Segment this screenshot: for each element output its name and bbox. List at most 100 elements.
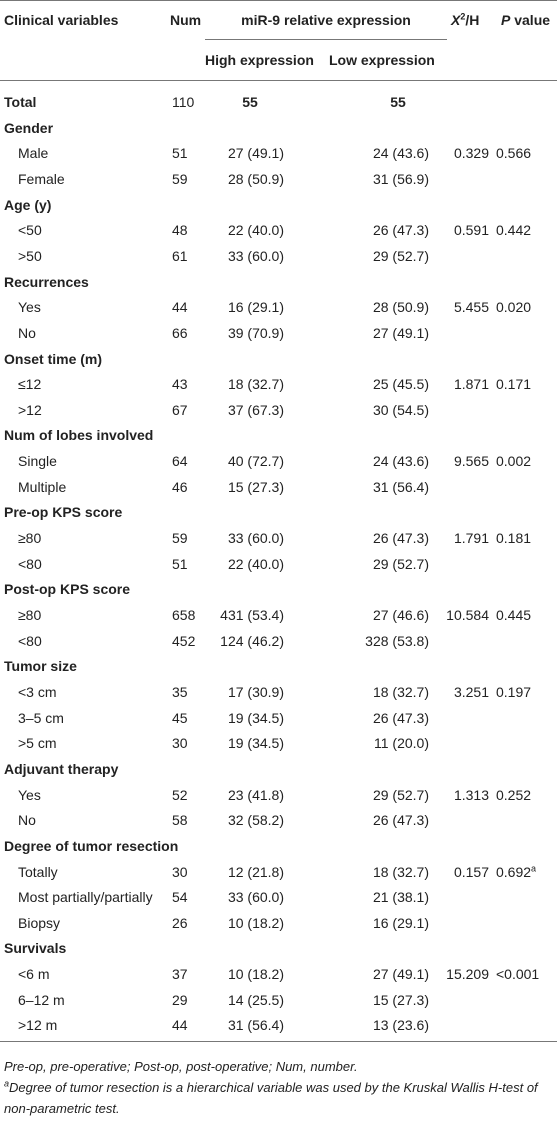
chi-cell: 1.313	[453, 786, 489, 803]
header-cell: X2/H	[451, 11, 479, 29]
chi-suffix: /H	[465, 12, 480, 28]
high-cell: 14 (25.5)	[227, 991, 284, 1008]
high-cell: 10 (18.2)	[227, 966, 284, 983]
group-title: Num of lobes involved	[4, 427, 154, 444]
num-cell: 66	[172, 324, 188, 341]
num-cell: 61	[172, 247, 188, 264]
high-cell: 17 (30.9)	[227, 683, 284, 700]
row-label: Yes	[18, 299, 41, 316]
num-cell: 43	[172, 376, 188, 393]
low-cell: 21 (38.1)	[372, 889, 429, 906]
group-title: Survivals	[4, 940, 67, 957]
row-label: Total	[4, 94, 37, 110]
row-label: >12	[18, 401, 42, 418]
row-label: Male	[18, 145, 49, 162]
p-cell: 0.445	[496, 607, 532, 623]
low-cell: 26 (47.3)	[372, 709, 429, 726]
high-cell: 10 (18.2)	[227, 914, 284, 931]
num-cell: 48	[172, 222, 188, 239]
high-cell: 39 (70.9)	[227, 324, 284, 341]
high-cell: 18 (32.7)	[227, 376, 284, 393]
group-title: Gender	[4, 119, 54, 136]
chi-cell: 0.329	[453, 145, 489, 162]
num-cell: 59	[172, 170, 188, 187]
p-cell: 0.692a	[496, 862, 537, 880]
num-cell: 29	[172, 991, 188, 1008]
row-label: ≥80	[18, 530, 42, 547]
rule	[205, 39, 447, 40]
num-cell: 67	[172, 401, 188, 418]
p-cell: 0.252	[496, 786, 532, 803]
p-cell: 0.181	[496, 530, 532, 547]
row-label: Single	[18, 453, 57, 470]
header-cell: P value	[501, 11, 550, 29]
num-cell: 452	[172, 632, 196, 649]
low-cell: 25 (45.5)	[372, 376, 429, 393]
low-cell: 13 (23.6)	[372, 1017, 429, 1034]
row-label: ≤12	[18, 376, 42, 393]
high-cell: 32 (58.2)	[227, 812, 284, 829]
low-cell: 28 (50.9)	[372, 299, 429, 316]
header-cell: miR-9 relative expression	[241, 12, 411, 28]
num-cell: 52	[172, 786, 188, 803]
row-label: <80	[18, 632, 42, 649]
low-cell: 31 (56.4)	[372, 478, 429, 495]
rule	[0, 1041, 557, 1042]
high-cell: 22 (40.0)	[227, 222, 284, 239]
low-cell: 29 (52.7)	[372, 555, 429, 572]
num-cell: 58	[172, 812, 188, 829]
low-cell: 26 (47.3)	[372, 812, 429, 829]
row-label: Totally	[18, 863, 58, 880]
row-label: 6–12 m	[18, 991, 65, 1008]
high-cell: 19 (34.5)	[227, 735, 284, 752]
chi-cell: 15.209	[446, 966, 489, 983]
high-cell: 431 (53.4)	[220, 607, 284, 623]
footnote: aDegree of tumor resection is a hierarch…	[4, 1077, 552, 1119]
high-cell: 33 (60.0)	[227, 530, 284, 547]
row-label: Multiple	[18, 478, 67, 495]
low-cell: 26 (47.3)	[372, 530, 429, 547]
row-label: 3–5 cm	[18, 709, 64, 726]
low-cell: 27 (46.6)	[372, 607, 429, 623]
num-cell: 51	[172, 555, 188, 572]
row-label: <50	[18, 222, 42, 239]
low-cell: 18 (32.7)	[372, 683, 429, 700]
num-cell: 110	[172, 94, 195, 110]
note-text: Degree of tumor resection is a hierarchi…	[4, 1080, 538, 1116]
high-cell: 31 (56.4)	[227, 1017, 284, 1034]
high-cell: 22 (40.0)	[227, 555, 284, 572]
num-cell: 26	[172, 914, 188, 931]
high-cell: 33 (60.0)	[227, 247, 284, 264]
chi-cell: 1.791	[453, 530, 489, 547]
p-cell: 0.442	[496, 222, 532, 239]
chi-cell: 5.455	[453, 299, 489, 316]
row-label: No	[18, 812, 36, 829]
p-note: a	[531, 862, 537, 873]
p-suffix: value	[514, 12, 551, 28]
row-label: ≥80	[18, 607, 42, 623]
note-mark: a	[4, 1078, 10, 1089]
high-cell: 28 (50.9)	[227, 170, 284, 187]
low-cell: 27 (49.1)	[372, 324, 429, 341]
low-cell: 328 (53.8)	[365, 632, 429, 649]
chi-cell: 1.871	[453, 376, 489, 393]
chi-cell: 0.591	[453, 222, 489, 239]
low-cell: 29 (52.7)	[372, 247, 429, 264]
p-cell: 0.197	[496, 683, 532, 700]
low-cell: 27 (49.1)	[372, 966, 429, 983]
high-cell: 55	[242, 94, 258, 110]
group-title: Age (y)	[4, 196, 52, 213]
header-cell: Clinical variables	[4, 12, 119, 28]
low-cell: 26 (47.3)	[372, 222, 429, 239]
rule	[0, 80, 557, 81]
num-cell: 37	[172, 966, 188, 983]
low-cell: 24 (43.6)	[372, 453, 429, 470]
low-cell: 24 (43.6)	[372, 145, 429, 162]
chi-cell: 0.157	[453, 863, 489, 880]
high-cell: 124 (46.2)	[220, 632, 284, 649]
num-cell: 59	[172, 530, 188, 547]
p-cell: 0.020	[496, 299, 532, 316]
row-label: <3 cm	[18, 683, 57, 700]
num-cell: 658	[172, 607, 196, 623]
low-cell: 15 (27.3)	[372, 991, 429, 1008]
